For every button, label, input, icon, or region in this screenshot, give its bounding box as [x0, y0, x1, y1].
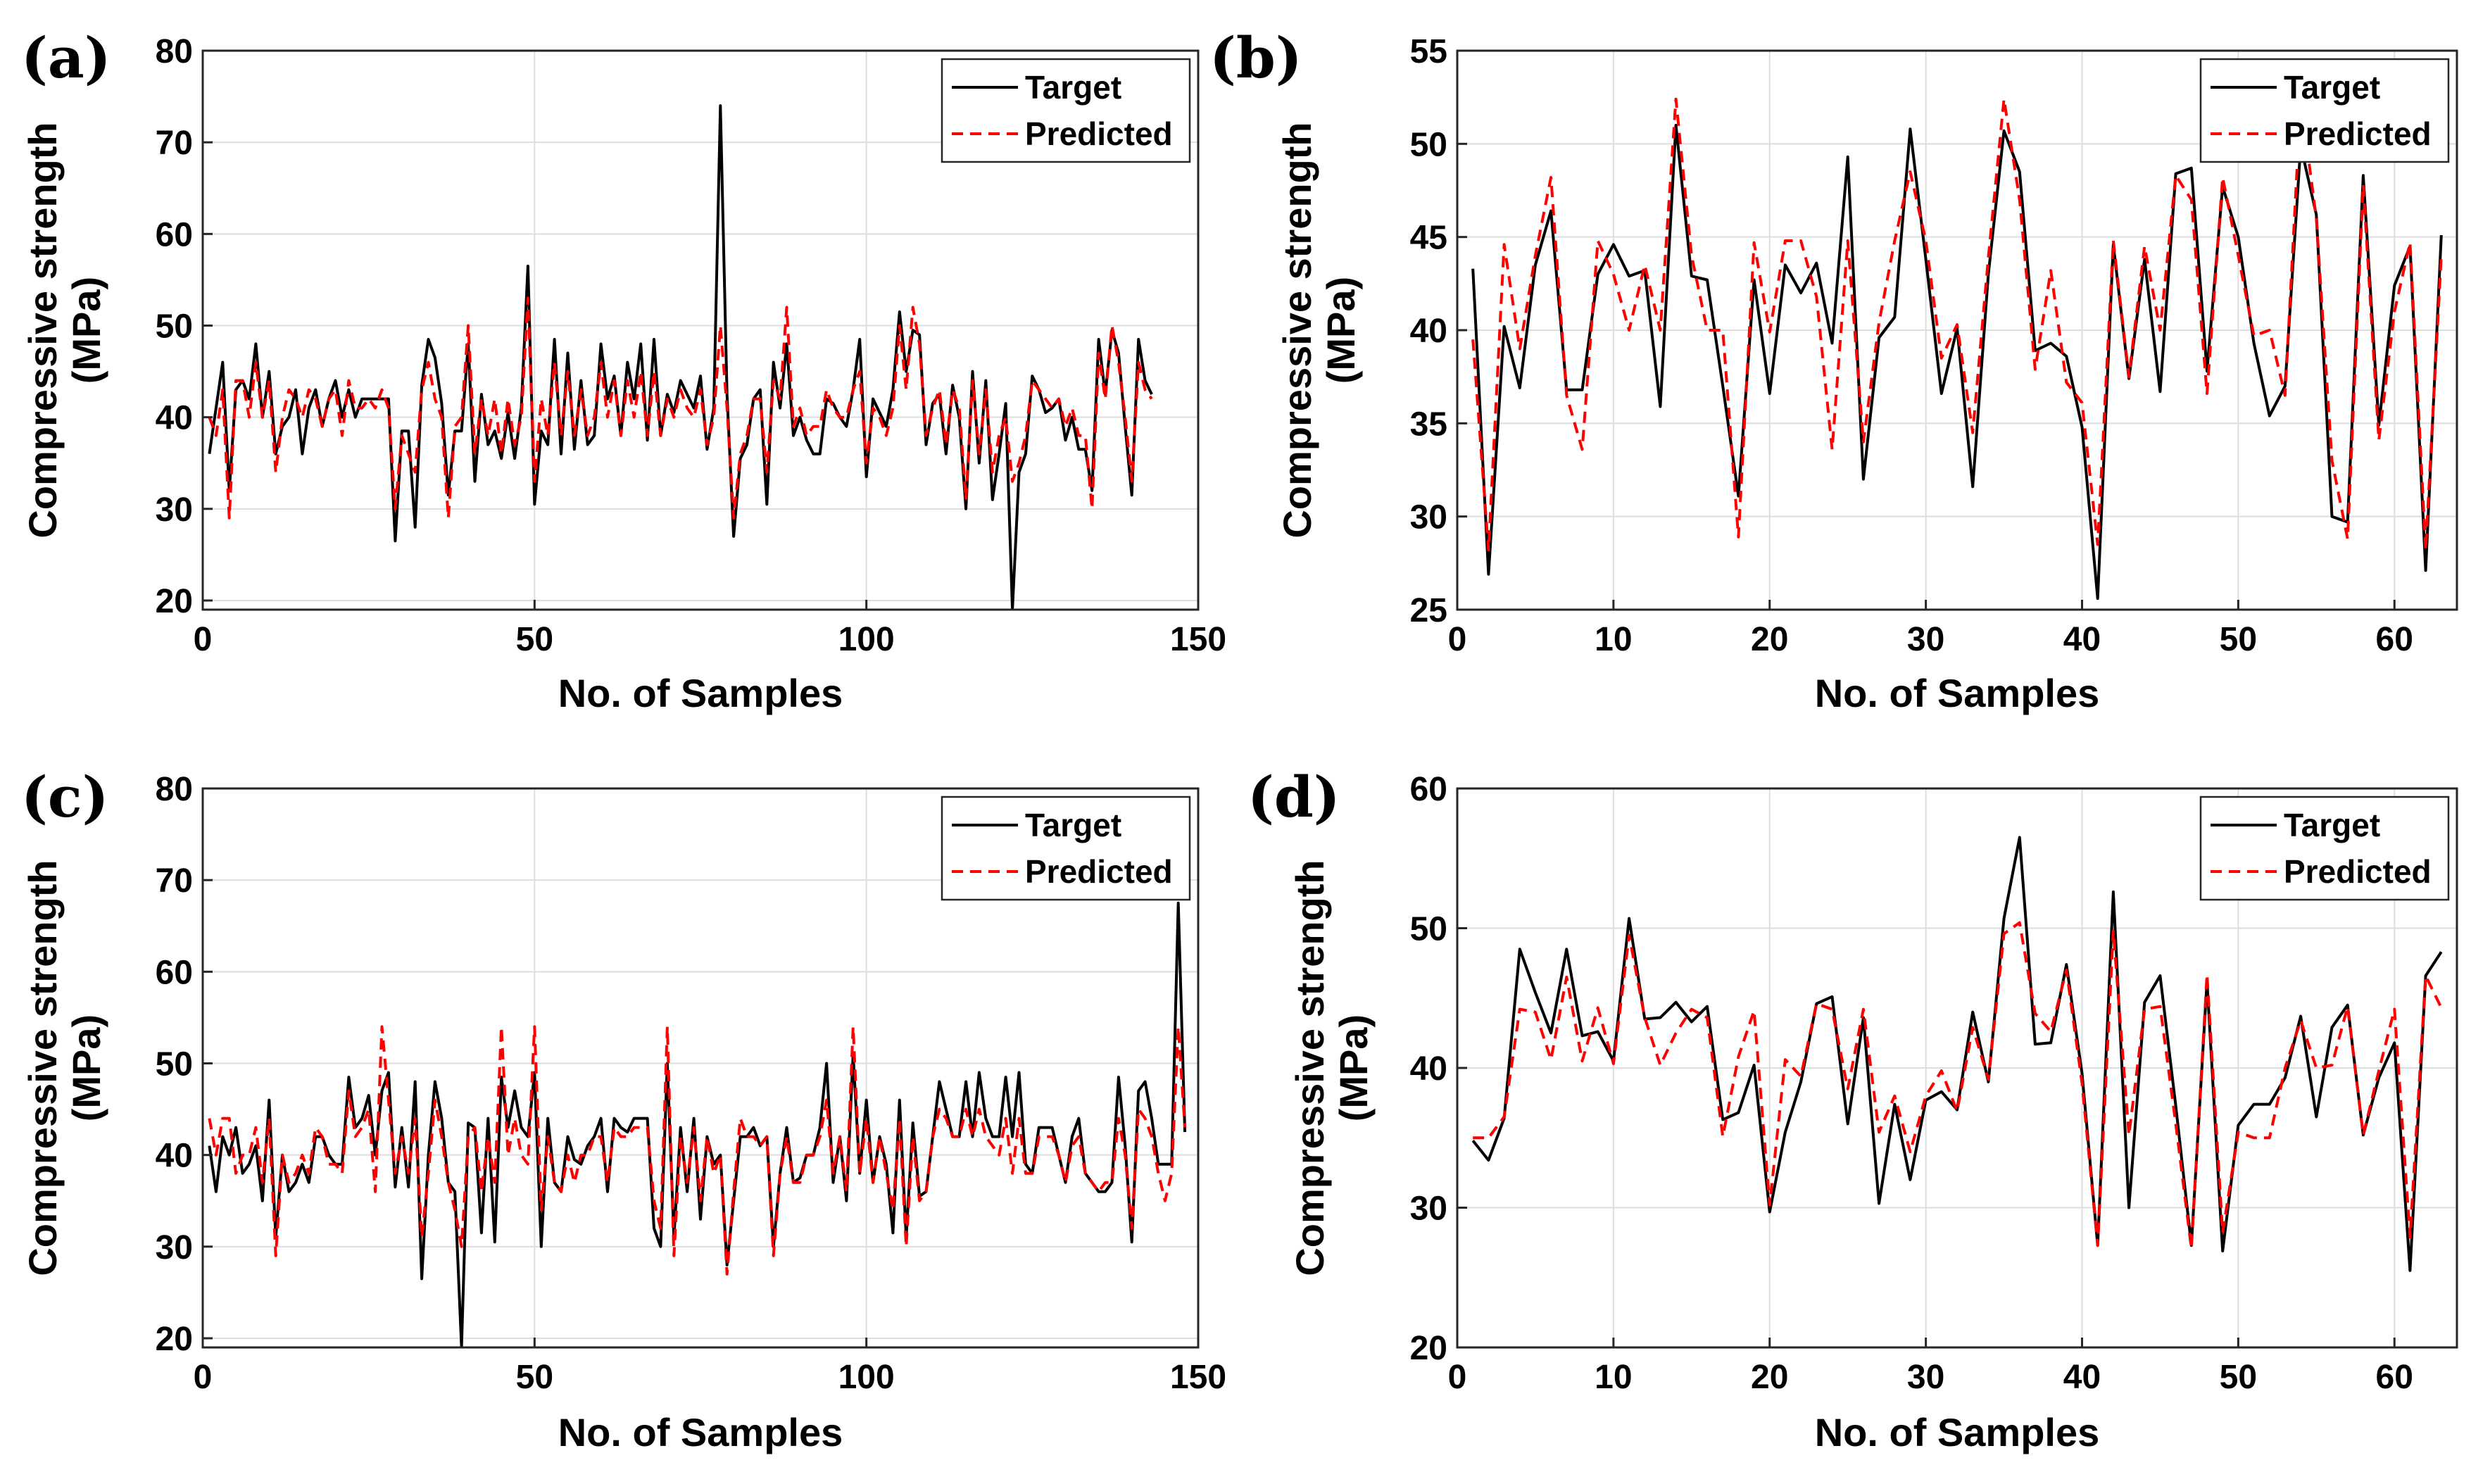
y-tick-label: 50 — [156, 308, 193, 345]
x-axis-title: No. of Samples — [1815, 1410, 2100, 1454]
y-tick-label: 40 — [1410, 313, 1447, 350]
legend-box — [2199, 58, 2450, 163]
y-axis-unit: (MPa) — [64, 1014, 108, 1121]
y-tick-label: 40 — [156, 400, 193, 437]
y-tick-label: 50 — [1410, 126, 1447, 163]
series-line-predicted — [208, 296, 1153, 520]
x-tick-label: 10 — [1595, 1359, 1632, 1396]
y-tick-label: 80 — [156, 33, 193, 70]
x-tick-label: 50 — [516, 621, 553, 658]
y-tick-label: 60 — [1410, 771, 1447, 808]
panel-label: (b) — [1209, 25, 1302, 91]
y-tick-label: 20 — [156, 583, 193, 620]
axes-box — [201, 787, 1200, 1349]
legend-box — [2199, 796, 2450, 901]
x-tick-label: 40 — [2063, 1359, 2101, 1396]
x-axis-title: No. of Samples — [558, 671, 843, 715]
y-tick-label: 30 — [156, 491, 193, 529]
chart-panel-3: 0 50 100 150 20 30 40 50 60 70 80 No. of Samples Com… — [20, 764, 1226, 1454]
y-axis-title: Compressive strength — [1275, 122, 1319, 538]
legend-label-target: Target — [2284, 807, 2380, 843]
legend-label-predicted: Predicted — [2284, 853, 2432, 890]
x-tick-label: 50 — [2220, 621, 2257, 658]
x-tick-label: 50 — [2220, 1359, 2257, 1396]
legend: Target Predicted — [941, 58, 1191, 163]
y-tick-label: 25 — [1410, 592, 1447, 629]
legend-label-target: Target — [1025, 69, 1121, 106]
legend-label-predicted: Predicted — [1025, 853, 1173, 890]
x-tick-label: 40 — [2063, 621, 2101, 658]
y-tick-label: 55 — [1410, 33, 1447, 70]
y-tick-label: 50 — [156, 1045, 193, 1083]
y-tick-label: 40 — [1410, 1050, 1447, 1088]
panel-label: (c) — [21, 764, 108, 830]
axes-box — [201, 49, 1200, 611]
y-tick-label: 30 — [1410, 499, 1447, 536]
x-tick-label: 60 — [2376, 621, 2413, 658]
x-tick-label: 60 — [2376, 1359, 2413, 1396]
y-tick-label: 70 — [156, 862, 193, 900]
chart-panel-4: 0 10 20 30 40 50 60 20 30 40 50 60 No. of Samples Com… — [1247, 764, 2458, 1454]
panel-label: (d) — [1247, 764, 1340, 830]
y-axis-title: Compressive strength — [1288, 860, 1332, 1276]
legend: Target Predicted — [2199, 796, 2450, 901]
x-tick-label: 100 — [838, 1359, 895, 1396]
x-axis-title: No. of Samples — [1815, 671, 2100, 715]
series-line-predicted — [208, 1025, 1187, 1276]
x-tick-label: 0 — [1448, 621, 1467, 658]
y-tick-label: 80 — [156, 771, 193, 808]
y-tick-label: 35 — [1410, 405, 1447, 443]
series-line-predicted — [1471, 97, 2443, 552]
x-tick-label: 0 — [194, 621, 213, 658]
x-tick-label: 100 — [838, 621, 895, 658]
y-tick-label: 30 — [156, 1229, 193, 1266]
legend-box — [941, 796, 1191, 901]
y-tick-label: 50 — [1410, 911, 1447, 948]
chart-panel-2: 0 10 20 30 40 50 60 25 30 35 40 45 50 55 No. of Sample… — [1209, 25, 2458, 715]
legend-label-target: Target — [1025, 807, 1121, 843]
x-tick-label: 0 — [194, 1359, 213, 1396]
legend-label-predicted: Predicted — [2284, 115, 2432, 152]
legend: Target Predicted — [941, 796, 1191, 901]
legend-label-predicted: Predicted — [1025, 115, 1173, 152]
x-tick-label: 20 — [1751, 1359, 1788, 1396]
y-tick-label: 60 — [156, 216, 193, 253]
x-tick-label: 30 — [1907, 1359, 1944, 1396]
x-tick-label: 150 — [1170, 621, 1226, 658]
legend: Target Predicted — [2199, 58, 2450, 163]
series-line-target — [1471, 123, 2443, 600]
chart-panel-1: 0 50 100 150 20 30 40 50 60 70 80 No. of Samples Com… — [20, 25, 1226, 715]
y-axis-unit: (MPa) — [64, 277, 108, 384]
panel-label: (a) — [21, 25, 111, 91]
y-tick-label: 45 — [1410, 220, 1447, 257]
x-tick-label: 20 — [1751, 621, 1788, 658]
legend-box — [941, 58, 1191, 163]
x-axis-title: No. of Samples — [558, 1410, 843, 1454]
y-axis-unit: (MPa) — [1331, 1014, 1376, 1121]
y-axis-unit: (MPa) — [1319, 277, 1363, 384]
y-tick-label: 40 — [156, 1138, 193, 1175]
y-tick-label: 60 — [156, 954, 193, 991]
series-line-target — [208, 104, 1153, 610]
legend-label-target: Target — [2284, 69, 2380, 106]
y-tick-label: 30 — [1410, 1190, 1447, 1228]
x-tick-label: 150 — [1170, 1359, 1226, 1396]
y-tick-label: 70 — [156, 125, 193, 162]
x-tick-label: 50 — [516, 1359, 553, 1396]
x-tick-label: 0 — [1448, 1359, 1467, 1396]
y-tick-label: 20 — [1410, 1330, 1447, 1367]
y-axis-title: Compressive strength — [20, 860, 65, 1276]
x-tick-label: 10 — [1595, 621, 1632, 658]
y-axis-title: Compressive strength — [20, 122, 65, 538]
y-tick-label: 20 — [156, 1321, 193, 1358]
x-tick-label: 30 — [1907, 621, 1944, 658]
